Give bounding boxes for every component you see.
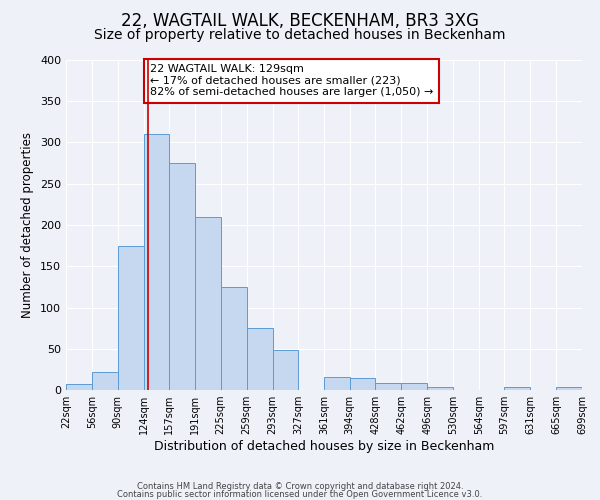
Bar: [118, 246, 144, 390]
Text: 22, WAGTAIL WALK, BECKENHAM, BR3 3XG: 22, WAGTAIL WALK, BECKENHAM, BR3 3XG: [121, 12, 479, 30]
Bar: [221, 287, 247, 390]
Text: 22 WAGTAIL WALK: 129sqm
← 17% of detached houses are smaller (223)
82% of semi-d: 22 WAGTAIL WALK: 129sqm ← 17% of detache…: [150, 64, 433, 98]
Bar: [272, 350, 298, 390]
Bar: [195, 217, 221, 390]
Bar: [325, 377, 350, 390]
Bar: [247, 328, 272, 390]
Bar: [144, 134, 169, 390]
Bar: [504, 386, 530, 390]
Y-axis label: Number of detached properties: Number of detached properties: [22, 132, 34, 318]
Bar: [427, 386, 453, 390]
X-axis label: Distribution of detached houses by size in Beckenham: Distribution of detached houses by size …: [154, 440, 494, 453]
Bar: [350, 378, 376, 390]
Text: Contains HM Land Registry data © Crown copyright and database right 2024.: Contains HM Land Registry data © Crown c…: [137, 482, 463, 491]
Bar: [401, 384, 427, 390]
Bar: [556, 386, 582, 390]
Bar: [92, 372, 118, 390]
Bar: [66, 384, 92, 390]
Bar: [376, 384, 401, 390]
Text: Size of property relative to detached houses in Beckenham: Size of property relative to detached ho…: [94, 28, 506, 42]
Text: Contains public sector information licensed under the Open Government Licence v3: Contains public sector information licen…: [118, 490, 482, 499]
Bar: [169, 163, 195, 390]
